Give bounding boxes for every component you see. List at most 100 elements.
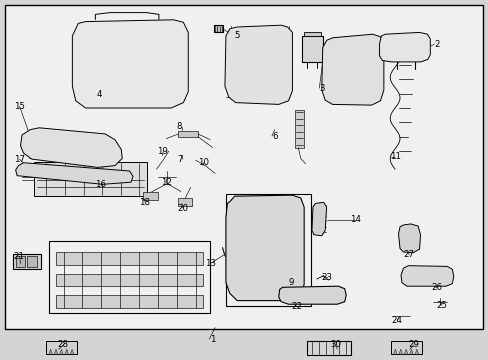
- Ellipse shape: [180, 154, 183, 157]
- Text: 21: 21: [14, 252, 24, 261]
- Text: 17: 17: [14, 155, 24, 163]
- Polygon shape: [70, 349, 74, 354]
- Bar: [13, 254, 41, 269]
- Ellipse shape: [182, 127, 191, 134]
- Ellipse shape: [241, 230, 246, 234]
- Polygon shape: [404, 349, 407, 354]
- Ellipse shape: [320, 60, 324, 63]
- Ellipse shape: [307, 291, 317, 300]
- Ellipse shape: [71, 284, 90, 299]
- Ellipse shape: [213, 326, 217, 329]
- Text: 11: 11: [389, 152, 400, 161]
- Ellipse shape: [244, 219, 285, 273]
- Ellipse shape: [375, 66, 381, 71]
- Polygon shape: [379, 32, 429, 62]
- Ellipse shape: [54, 302, 65, 311]
- Ellipse shape: [117, 288, 127, 295]
- Text: 8: 8: [176, 122, 181, 131]
- Text: 14: 14: [349, 215, 360, 224]
- Text: 5: 5: [234, 31, 239, 40]
- Bar: [214, 25, 223, 32]
- Text: 15: 15: [14, 102, 24, 111]
- Polygon shape: [321, 34, 383, 105]
- Ellipse shape: [283, 230, 288, 234]
- Polygon shape: [20, 128, 122, 167]
- Ellipse shape: [280, 291, 289, 300]
- Text: 9: 9: [288, 278, 293, 287]
- Ellipse shape: [103, 182, 107, 185]
- Ellipse shape: [158, 171, 176, 184]
- Bar: [49, 241, 210, 313]
- Ellipse shape: [404, 247, 408, 250]
- Ellipse shape: [285, 244, 290, 247]
- Ellipse shape: [283, 257, 288, 261]
- Polygon shape: [224, 25, 292, 104]
- Ellipse shape: [407, 135, 413, 138]
- Ellipse shape: [247, 219, 252, 222]
- Polygon shape: [278, 286, 346, 304]
- Ellipse shape: [293, 291, 303, 300]
- Ellipse shape: [388, 155, 392, 158]
- Ellipse shape: [396, 316, 400, 319]
- Text: 7: 7: [177, 155, 182, 163]
- Ellipse shape: [331, 45, 337, 50]
- Ellipse shape: [321, 291, 331, 300]
- Ellipse shape: [316, 273, 328, 280]
- Ellipse shape: [27, 168, 31, 171]
- Ellipse shape: [257, 275, 262, 278]
- Ellipse shape: [177, 151, 186, 158]
- Text: 16: 16: [95, 180, 106, 189]
- Text: 6: 6: [272, 132, 277, 141]
- Ellipse shape: [267, 275, 272, 278]
- Bar: [178, 198, 192, 206]
- Ellipse shape: [391, 312, 409, 320]
- Polygon shape: [414, 349, 418, 354]
- Bar: [46, 341, 77, 354]
- Text: 19: 19: [157, 147, 168, 156]
- Bar: [304, 32, 320, 36]
- Ellipse shape: [272, 128, 276, 131]
- Polygon shape: [65, 349, 68, 354]
- Text: 2: 2: [434, 40, 439, 49]
- Text: 22: 22: [290, 302, 301, 311]
- Ellipse shape: [257, 213, 262, 216]
- Polygon shape: [16, 163, 133, 184]
- Ellipse shape: [375, 88, 381, 92]
- Ellipse shape: [28, 135, 32, 138]
- Ellipse shape: [220, 27, 224, 30]
- Text: 28: 28: [58, 341, 68, 349]
- Bar: [142, 192, 158, 200]
- Ellipse shape: [303, 42, 310, 50]
- Text: 12: 12: [161, 179, 172, 188]
- Ellipse shape: [180, 129, 183, 132]
- Ellipse shape: [409, 63, 415, 66]
- Bar: [254, 254, 264, 265]
- Ellipse shape: [223, 247, 231, 253]
- Ellipse shape: [103, 85, 107, 88]
- Ellipse shape: [324, 218, 328, 221]
- Text: 27: 27: [403, 251, 413, 259]
- Text: 23: 23: [321, 274, 332, 282]
- Ellipse shape: [54, 244, 65, 253]
- Ellipse shape: [142, 197, 146, 200]
- Polygon shape: [72, 20, 188, 108]
- Polygon shape: [311, 202, 326, 236]
- Ellipse shape: [410, 92, 416, 95]
- Bar: [295, 110, 304, 148]
- Bar: [16, 256, 25, 267]
- Polygon shape: [400, 266, 453, 286]
- Ellipse shape: [201, 164, 204, 167]
- Ellipse shape: [313, 42, 320, 50]
- Ellipse shape: [437, 301, 441, 304]
- Ellipse shape: [176, 123, 197, 139]
- Text: 10: 10: [198, 158, 208, 167]
- Ellipse shape: [267, 213, 272, 216]
- Bar: [178, 131, 198, 137]
- Ellipse shape: [375, 45, 381, 50]
- Bar: [34, 162, 146, 196]
- Ellipse shape: [409, 150, 415, 153]
- Ellipse shape: [412, 78, 418, 81]
- Ellipse shape: [375, 77, 381, 81]
- Text: 30: 30: [330, 341, 341, 349]
- Ellipse shape: [277, 269, 282, 272]
